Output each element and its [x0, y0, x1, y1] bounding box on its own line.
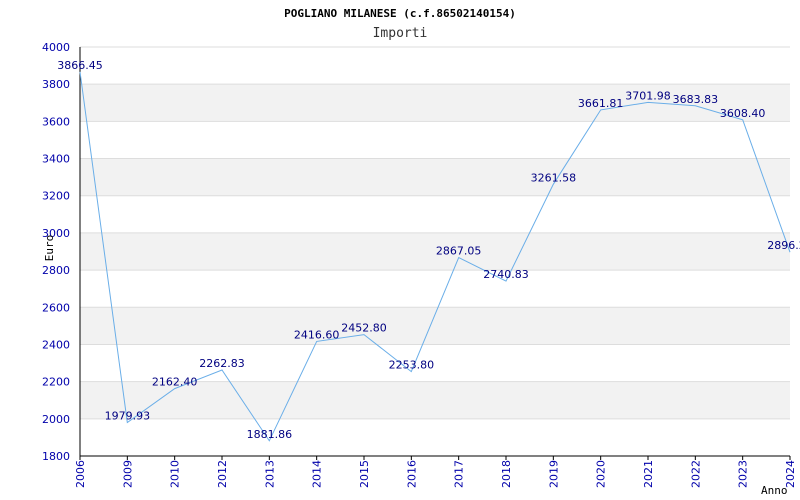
x-tick-label: 2017 — [453, 460, 466, 488]
data-label: 2262.83 — [199, 357, 245, 370]
y-axis-label: Euro — [43, 235, 56, 262]
y-tick-label: 2200 — [42, 376, 70, 389]
data-label: 1881.86 — [247, 428, 293, 441]
y-tick-label: 4000 — [42, 41, 70, 54]
x-tick-label: 2018 — [500, 460, 513, 488]
y-tick-label: 3400 — [42, 153, 70, 166]
chart-title: POGLIANO MILANESE (c.f.86502140154) — [284, 7, 516, 20]
background-bands — [80, 84, 790, 419]
axes — [79, 47, 790, 457]
y-tick-label: 2800 — [42, 264, 70, 277]
data-label: 2896.20 — [767, 239, 800, 252]
data-label: 1979.93 — [105, 410, 151, 423]
x-tick-label: 2009 — [121, 460, 134, 488]
x-tick-labels: 2006 2009 2010 2012 2013 2014 2015 2016 2017 2018… — [74, 456, 797, 488]
y-tick-label: 3000 — [42, 227, 70, 240]
data-label: 3701.98 — [625, 89, 671, 102]
data-label: 2867.05 — [436, 245, 482, 258]
data-label: 2253.80 — [389, 359, 435, 372]
x-tick-label: 2015 — [358, 460, 371, 488]
y-tick-label: 3600 — [42, 115, 70, 128]
chart-subtitle: Importi — [373, 26, 428, 41]
data-label: 2452.80 — [341, 322, 387, 335]
x-tick-label: 2013 — [263, 460, 276, 488]
data-label: 3608.40 — [720, 107, 766, 120]
grid-band — [80, 158, 790, 196]
data-label: 3261.58 — [531, 171, 577, 184]
y-tick-label: 1800 — [42, 450, 70, 463]
y-tick-label: 2400 — [42, 338, 70, 351]
x-tick-label: 2006 — [74, 460, 87, 488]
data-label: 2162.40 — [152, 376, 198, 389]
data-label: 2740.83 — [483, 268, 529, 281]
data-label: 3683.83 — [673, 93, 719, 106]
x-tick-label: 2012 — [216, 460, 229, 488]
y-tick-label: 2600 — [42, 301, 70, 314]
grid-lines — [80, 46, 790, 457]
x-tick-label: 2020 — [595, 460, 608, 488]
data-label: 3661.81 — [578, 97, 624, 110]
grid-band — [80, 307, 790, 345]
y-tick-label: 2000 — [42, 413, 70, 426]
grid-band — [80, 84, 790, 122]
y-tick-labels: 1800 2000 2200 2400 2600 2800 3000 3200 3400 3600… — [42, 41, 70, 463]
grid-band — [80, 381, 790, 419]
x-tick-label: 2024 — [784, 460, 797, 488]
y-tick-label: 3800 — [42, 78, 70, 91]
x-tick-label: 2023 — [737, 460, 750, 488]
data-label: 3866.45 — [57, 59, 103, 72]
x-tick-label: 2021 — [642, 460, 655, 488]
series-line — [79, 71, 791, 442]
grid-band — [80, 232, 790, 271]
x-tick-label: 2019 — [547, 460, 560, 488]
x-tick-label: 2016 — [405, 460, 418, 488]
x-tick-label: 2022 — [689, 460, 702, 488]
x-tick-label: 2010 — [169, 460, 182, 488]
x-axis-label: Anno — [761, 484, 788, 497]
data-label: 2416.60 — [294, 328, 340, 341]
x-tick-label: 2014 — [311, 460, 324, 488]
y-tick-label: 3200 — [42, 190, 70, 203]
